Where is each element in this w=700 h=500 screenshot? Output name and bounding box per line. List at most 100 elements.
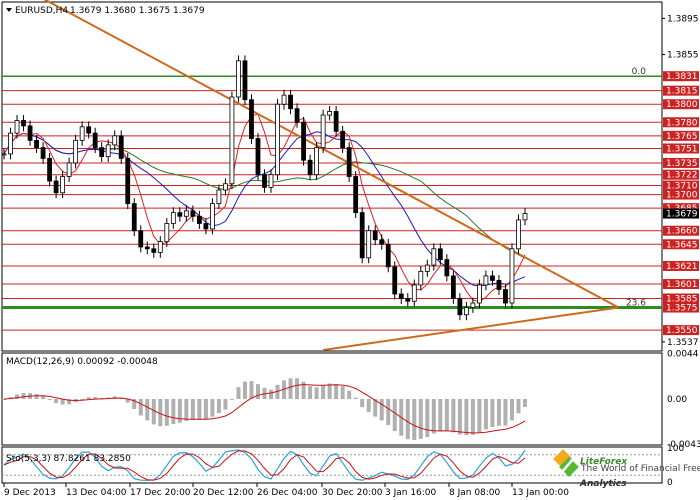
candle-body — [66, 162, 72, 177]
candle-body — [366, 230, 372, 259]
candle-body — [444, 259, 450, 277]
candle-body — [144, 246, 150, 250]
macd-tick-label: 0.00 — [667, 395, 687, 405]
time-tick-label: 13 Jan 00:00 — [512, 488, 569, 498]
macd-bar — [41, 395, 46, 399]
macd-bar — [321, 385, 326, 399]
candle-body — [463, 307, 469, 316]
level-tag — [663, 225, 699, 236]
level-tag-label: 1.3800 — [666, 100, 698, 110]
candle-body — [157, 241, 163, 253]
macd-bar — [353, 397, 358, 399]
level-tag-label: 1.3585 — [666, 294, 698, 304]
candle-body — [14, 120, 20, 134]
candle-body — [353, 176, 359, 214]
macd-bar — [125, 399, 130, 403]
candle-body — [177, 212, 183, 217]
fib-label: 23.6 — [626, 299, 646, 309]
macd-bar — [190, 399, 195, 420]
sto-d-line — [3, 450, 526, 481]
candle-body — [509, 248, 515, 304]
candle-body — [262, 174, 267, 188]
level-tag — [663, 180, 699, 191]
macd-bar — [477, 399, 482, 433]
candle-body — [223, 183, 228, 191]
macd-bar — [86, 397, 91, 399]
macd-tick-label: -0.00435 — [667, 440, 700, 450]
trendline-up — [322, 306, 619, 351]
macd-bar — [470, 399, 475, 435]
level-tag-label: 1.3815 — [666, 87, 698, 97]
macd-bar — [255, 384, 260, 399]
macd-bar — [503, 399, 508, 426]
level-tag-label: 1.3735 — [666, 159, 698, 169]
price-tick-label: 1.3855 — [667, 51, 699, 61]
level-tag — [663, 325, 699, 336]
candle-body — [516, 219, 521, 250]
candle-body — [411, 284, 417, 302]
candle-body — [40, 147, 46, 159]
candle-body — [196, 215, 202, 224]
macd-bar — [464, 399, 469, 436]
candle-body — [294, 108, 300, 123]
macd-bar — [177, 399, 182, 423]
candle-body — [118, 135, 124, 159]
candle-body — [99, 147, 105, 158]
level-tag-label: 1.3660 — [666, 227, 698, 237]
macd-bar — [418, 399, 423, 439]
chart-dropdown-icon[interactable] — [6, 8, 12, 12]
candle-body — [53, 180, 59, 194]
candle-body — [105, 144, 111, 158]
level-tag-label: 1.3751 — [666, 144, 698, 154]
sto-tick-label: 100 — [667, 444, 684, 454]
macd-bar — [360, 399, 365, 408]
liteforex-logo: LiteForex The World of Financial Freedom… — [553, 449, 700, 489]
ohlc-label: 1.3679 1.3680 1.3675 1.3679 — [70, 6, 205, 16]
candle-body — [60, 176, 66, 194]
candle-body — [1, 153, 7, 156]
time-tick-label: 17 Dec 20:00 — [130, 488, 191, 498]
candle-body — [424, 264, 430, 272]
candle-body — [209, 203, 215, 230]
macd-bar — [242, 381, 247, 399]
stochastic-panel[interactable] — [1, 446, 663, 484]
candle-body — [346, 147, 352, 177]
level-tag — [663, 85, 699, 96]
macd-bar — [334, 384, 339, 399]
level-tag — [663, 260, 699, 271]
candle-body — [405, 298, 411, 302]
candle-body — [450, 275, 456, 299]
candle-body — [379, 239, 385, 245]
candle-body — [477, 284, 482, 304]
macd-bar — [210, 399, 215, 417]
candle-body — [490, 275, 495, 281]
level-tag — [663, 169, 699, 180]
candle-body — [333, 111, 339, 132]
macd-bar — [483, 399, 488, 430]
candle-body — [216, 189, 222, 205]
macd-bar — [2, 399, 6, 400]
macd-bar — [373, 399, 378, 417]
macd-bar — [8, 397, 13, 399]
macd-bar — [80, 399, 85, 400]
level-tag-label: 1.3550 — [666, 326, 698, 336]
candle-body — [470, 302, 476, 308]
macd-bar — [438, 399, 443, 432]
macd-bar — [223, 399, 228, 410]
macd-panel[interactable] — [1, 352, 663, 446]
symbol-label: EURUSD,H4 — [15, 6, 68, 16]
price-panel[interactable] — [1, 1, 663, 352]
macd-bar — [229, 398, 234, 400]
level-tag-label: 1.3765 — [666, 132, 698, 142]
candle-body — [457, 298, 463, 316]
stochastic-title: Sto(5,3,3) 87.8261 83.2850 — [6, 454, 131, 464]
price-tick-label: 1.3537 — [667, 338, 699, 348]
macd-bar — [308, 386, 313, 399]
macd-bar — [412, 399, 417, 440]
candle-body — [398, 293, 404, 299]
macd-bar — [171, 399, 176, 425]
level-tag-label: 1.3780 — [666, 118, 698, 128]
level-tag-label: 1.3601 — [666, 280, 698, 290]
candle-body — [229, 96, 235, 185]
